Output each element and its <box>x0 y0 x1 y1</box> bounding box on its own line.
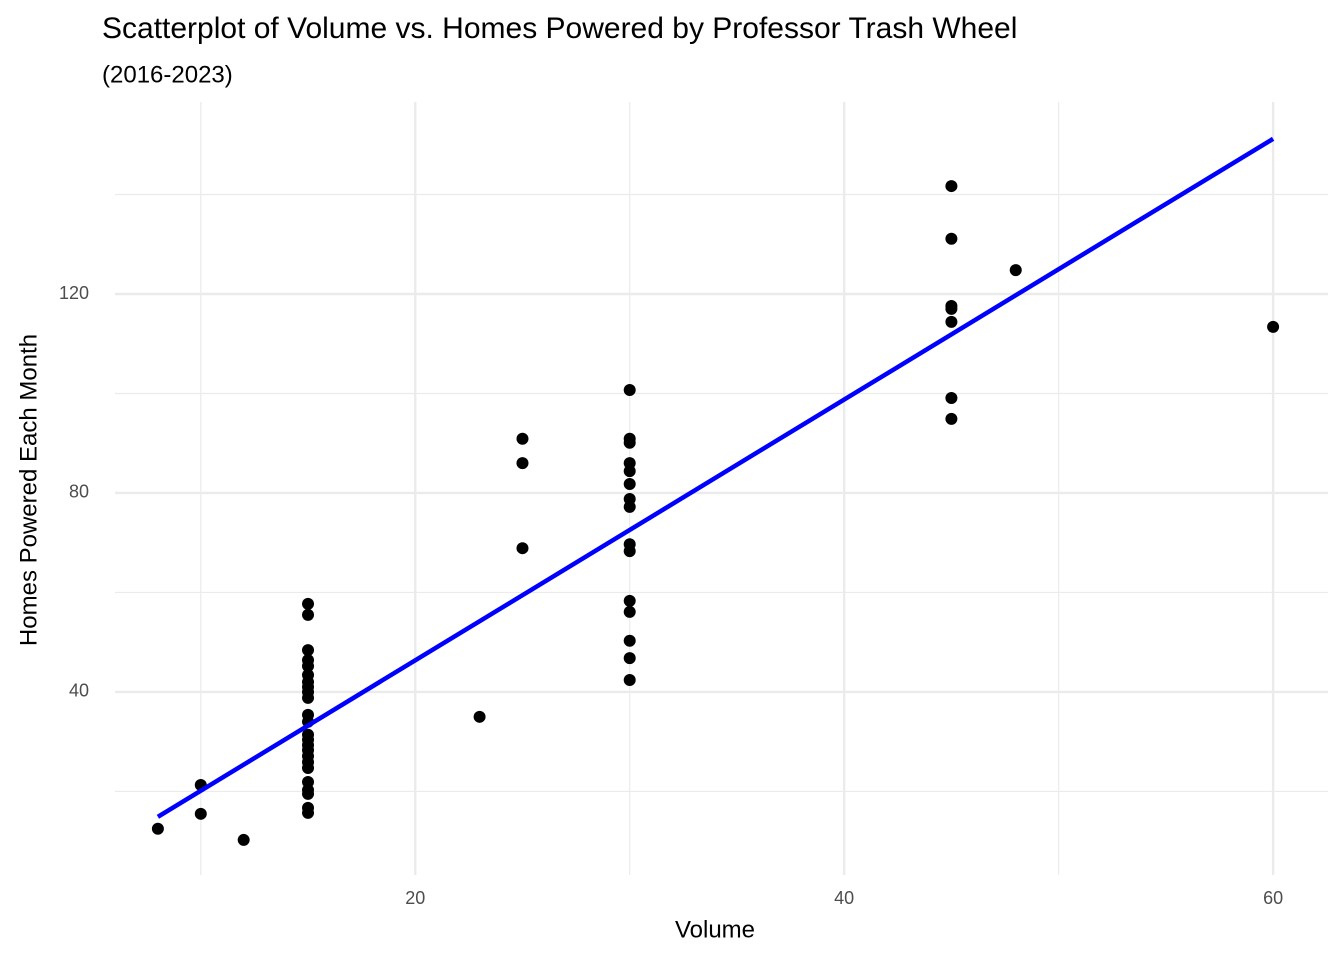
point <box>623 384 636 397</box>
point <box>516 542 529 555</box>
point <box>302 608 315 621</box>
y-tick-label: 40 <box>69 681 89 701</box>
point <box>623 436 636 449</box>
point <box>302 762 315 775</box>
point <box>623 545 636 558</box>
point <box>151 822 164 835</box>
point <box>516 432 529 445</box>
point <box>237 833 250 846</box>
point <box>302 660 315 673</box>
point <box>945 180 958 193</box>
point <box>623 594 636 607</box>
point <box>302 806 315 819</box>
point <box>623 500 636 513</box>
point <box>623 605 636 618</box>
point <box>302 644 315 657</box>
point <box>945 391 958 404</box>
x-tick-label: 60 <box>1263 888 1283 908</box>
point <box>302 597 315 610</box>
point <box>945 232 958 245</box>
point <box>473 710 486 723</box>
y-tick-label: 120 <box>59 283 89 303</box>
point <box>302 787 315 800</box>
y-tick-label: 80 <box>69 482 89 502</box>
fit-line <box>156 136 1275 819</box>
x-tick-label: 40 <box>834 888 854 908</box>
point <box>623 465 636 478</box>
point <box>623 652 636 665</box>
point <box>623 634 636 647</box>
y-axis-label: Homes Powered Each Month <box>15 334 42 646</box>
point <box>623 478 636 491</box>
point <box>623 674 636 687</box>
chart-subtitle: (2016-2023) <box>102 61 233 88</box>
point <box>516 457 529 470</box>
point <box>194 807 207 820</box>
chart-title: Scatterplot of Volume vs. Homes Powered … <box>102 12 1017 45</box>
point <box>1009 264 1022 277</box>
x-axis-label: Volume <box>675 916 755 943</box>
point <box>302 691 315 704</box>
point <box>945 315 958 328</box>
point <box>945 302 958 315</box>
point <box>945 412 958 425</box>
x-tick-label: 20 <box>405 888 425 908</box>
point <box>1267 320 1280 333</box>
